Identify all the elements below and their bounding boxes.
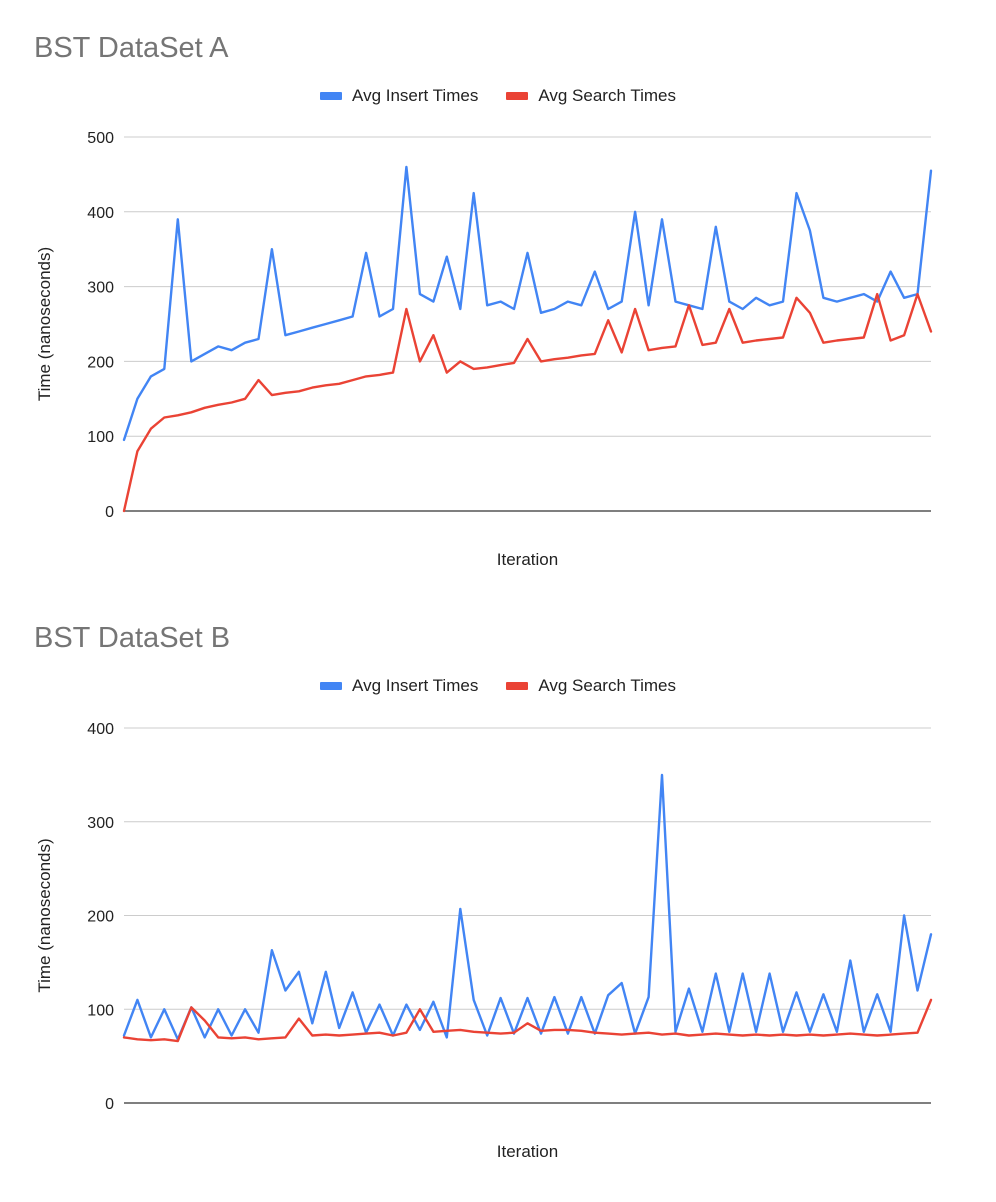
y-axis-title: Time (nanoseconds) [35,838,54,992]
y-tick-label: 400 [87,205,114,222]
y-tick-label: 400 [87,721,114,738]
chart-b-plot: 0 100 200 300 400 Iteration Time (nanoseconds) [35,721,933,1161]
legend-item-insert[interactable]: Avg Insert Times [320,676,478,696]
y-tick-label: 100 [87,1002,114,1019]
series-line-search [122,292,933,513]
series-line-insert [122,773,933,1041]
legend-label-search: Avg Search Times [538,86,676,105]
legend-label-insert: Avg Insert Times [352,86,479,105]
y-tick-label: 300 [87,815,114,832]
series-line-insert [122,165,933,442]
legend-label-search: Avg Search Times [538,676,676,695]
y-axis-title: Time (nanoseconds) [35,247,54,401]
chart-b-title: BST DataSet B [34,622,231,654]
y-tick-label: 0 [105,1096,114,1113]
legend-swatch-search [506,682,529,690]
legend-swatch-search [506,92,529,100]
legend-label-insert: Avg Insert Times [352,676,479,695]
chart-a-legend[interactable]: Avg Insert Times Avg Search Times [0,86,996,106]
series-line-search [122,998,933,1043]
legend-swatch-insert [320,92,343,100]
y-tick-label: 500 [87,130,114,147]
legend-item-insert[interactable]: Avg Insert Times [320,86,478,106]
y-tick-label: 0 [105,504,114,521]
y-tick-label: 300 [87,280,114,297]
legend-item-search[interactable]: Avg Search Times [506,86,676,106]
legend-item-search[interactable]: Avg Search Times [506,676,676,696]
chart-a-plot: 0 100 200 300 400 500 Iteration Time (nanosecon… [35,130,933,569]
x-axis-title: Iteration [497,1142,558,1161]
y-tick-label: 200 [87,909,114,926]
chart-a-title: BST DataSet A [34,32,229,64]
y-tick-label: 200 [87,354,114,371]
chart-a: 0 100 200 300 400 500 Iteration Time (nanosecon… [0,0,996,590]
legend-swatch-insert [320,682,343,690]
chart-b-legend[interactable]: Avg Insert Times Avg Search Times [0,676,996,696]
y-tick-label: 100 [87,429,114,446]
chart-b: 0 100 200 300 400 Iteration Time (nanoseconds)… [0,590,996,1202]
x-axis-title: Iteration [497,550,558,569]
